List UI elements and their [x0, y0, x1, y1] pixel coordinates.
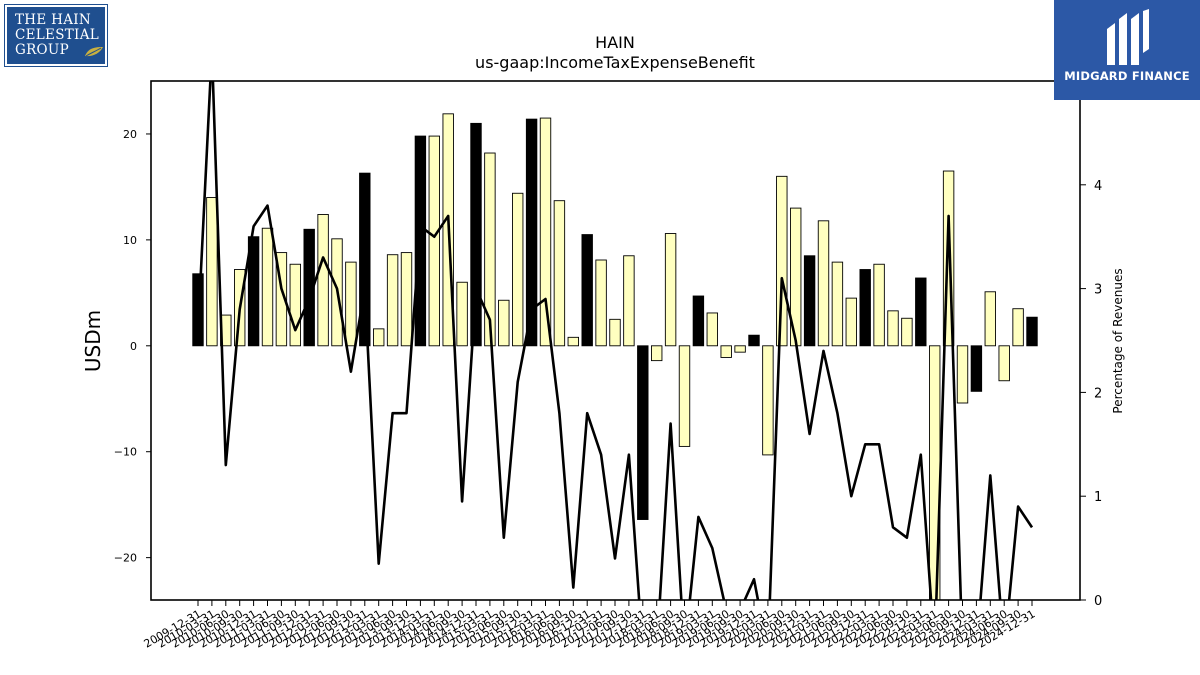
- leaf-icon: [85, 47, 103, 57]
- bar-series: [192, 113, 1038, 600]
- bar-2016-03-31: [539, 117, 552, 347]
- y2-axis-label: Percentage of Revenues: [1111, 268, 1125, 413]
- bar-2011-06-30: [275, 252, 288, 347]
- bar-2018-12-31: [692, 295, 705, 347]
- y-tick-label: −20: [114, 552, 137, 565]
- bar-2017-12-31: [637, 345, 649, 520]
- bar-2010-03-31: [206, 197, 218, 347]
- bar-2020-06-30: [776, 175, 788, 347]
- bar-2015-06-30: [498, 299, 510, 347]
- bar-2015-12-31: [525, 118, 538, 347]
- bar-2024-09-30: [1012, 308, 1024, 347]
- bar-2021-03-31: [817, 220, 830, 347]
- bar-2016-09-30: [567, 336, 579, 347]
- bar-2022-09-30: [901, 317, 913, 347]
- bar-2024-03-31: [984, 291, 996, 347]
- bar-2011-09-30: [289, 263, 301, 347]
- midgard-brand-text: MIDGARD FINANCE: [1064, 69, 1190, 83]
- bar-2016-12-31: [581, 234, 593, 347]
- bar-2016-06-30: [553, 200, 566, 347]
- bar-2022-06-30: [887, 310, 899, 347]
- logo-line-3: GROUP: [15, 42, 69, 58]
- y-tick-label: 10: [123, 234, 137, 247]
- bar-2019-12-31: [748, 334, 760, 347]
- y2-tick-label: 3: [1094, 283, 1102, 298]
- bar-2020-12-31: [803, 255, 816, 347]
- bar-2021-06-30: [831, 261, 844, 347]
- midgard-mark-icon: [1107, 9, 1149, 65]
- midgard-finance-logo: MIDGARD FINANCE: [1054, 0, 1200, 100]
- hain-celestial-logo: THE HAIN CELESTIAL GROUP: [4, 4, 108, 67]
- bar-2014-03-31: [428, 135, 440, 347]
- bar-2015-09-30: [512, 192, 524, 347]
- y-axis-label: USDm: [81, 310, 105, 372]
- bar-2017-06-30: [609, 318, 621, 347]
- chart-title: HAIN: [595, 33, 635, 52]
- y-tick-label: 20: [123, 128, 137, 141]
- bar-2013-09-30: [400, 252, 413, 347]
- y2-tick-label: 0: [1094, 594, 1102, 609]
- bar-2024-12-31: [1026, 316, 1038, 347]
- bar-2023-09-30: [956, 345, 969, 404]
- bar-2024-06-30: [998, 345, 1010, 382]
- x-axis: 2009-12-312010-03-312010-06-302010-09-30…: [142, 600, 1038, 651]
- y-tick-label: −10: [114, 446, 137, 459]
- bar-2015-03-31: [484, 152, 496, 347]
- logo-line-2: CELESTIAL: [15, 27, 100, 43]
- bar-2018-03-31: [651, 345, 663, 362]
- bar-2017-03-31: [595, 259, 607, 347]
- bar-2012-03-31: [317, 214, 329, 347]
- y-axis-left: −20 −10 0 10 20: [114, 128, 151, 565]
- bar-2020-03-31: [762, 345, 774, 456]
- bar-2017-09-30: [623, 255, 635, 347]
- bar-2023-06-30: [942, 170, 955, 347]
- bar-2021-12-31: [859, 269, 871, 347]
- bar-2013-06-30: [386, 254, 399, 347]
- y-tick-label: 0: [130, 340, 137, 353]
- bar-2011-03-31: [261, 227, 274, 347]
- bar-2012-12-31: [359, 172, 371, 347]
- y2-tick-label: 4: [1094, 179, 1102, 194]
- bar-2022-03-31: [873, 263, 885, 347]
- y2-tick-label: 2: [1094, 386, 1102, 401]
- bar-2013-03-31: [373, 328, 385, 347]
- bar-2023-12-31: [970, 345, 983, 392]
- bar-2019-06-30: [720, 345, 732, 358]
- y2-tick-label: 1: [1094, 490, 1102, 505]
- bar-2014-09-30: [456, 281, 468, 347]
- bar-2010-12-31: [247, 236, 260, 347]
- logo-line-1: THE HAIN: [15, 12, 91, 28]
- revenue-percentage-line: [196, 81, 1034, 600]
- bar-2018-06-30: [664, 233, 677, 347]
- bar-2019-09-30: [734, 345, 746, 353]
- line-series: [196, 81, 1034, 600]
- bar-2018-09-30: [678, 345, 691, 447]
- bar-2019-03-31: [706, 312, 718, 347]
- bar-2022-12-31: [915, 277, 927, 347]
- bar-2021-09-30: [845, 297, 857, 347]
- chart-subtitle: us-gaap:IncomeTaxExpenseBenefit: [475, 53, 755, 72]
- bar-2012-09-30: [345, 261, 357, 347]
- bar-2011-12-31: [303, 228, 315, 347]
- bar-2014-12-31: [470, 122, 482, 347]
- y-axis-right: 0 1 2 3 4: [1080, 179, 1102, 609]
